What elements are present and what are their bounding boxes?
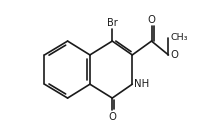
Text: O: O (147, 15, 155, 25)
Text: Br: Br (107, 18, 118, 28)
Text: O: O (170, 50, 178, 60)
Text: NH: NH (134, 79, 149, 89)
Text: CH₃: CH₃ (170, 34, 187, 42)
Text: O: O (108, 112, 116, 122)
